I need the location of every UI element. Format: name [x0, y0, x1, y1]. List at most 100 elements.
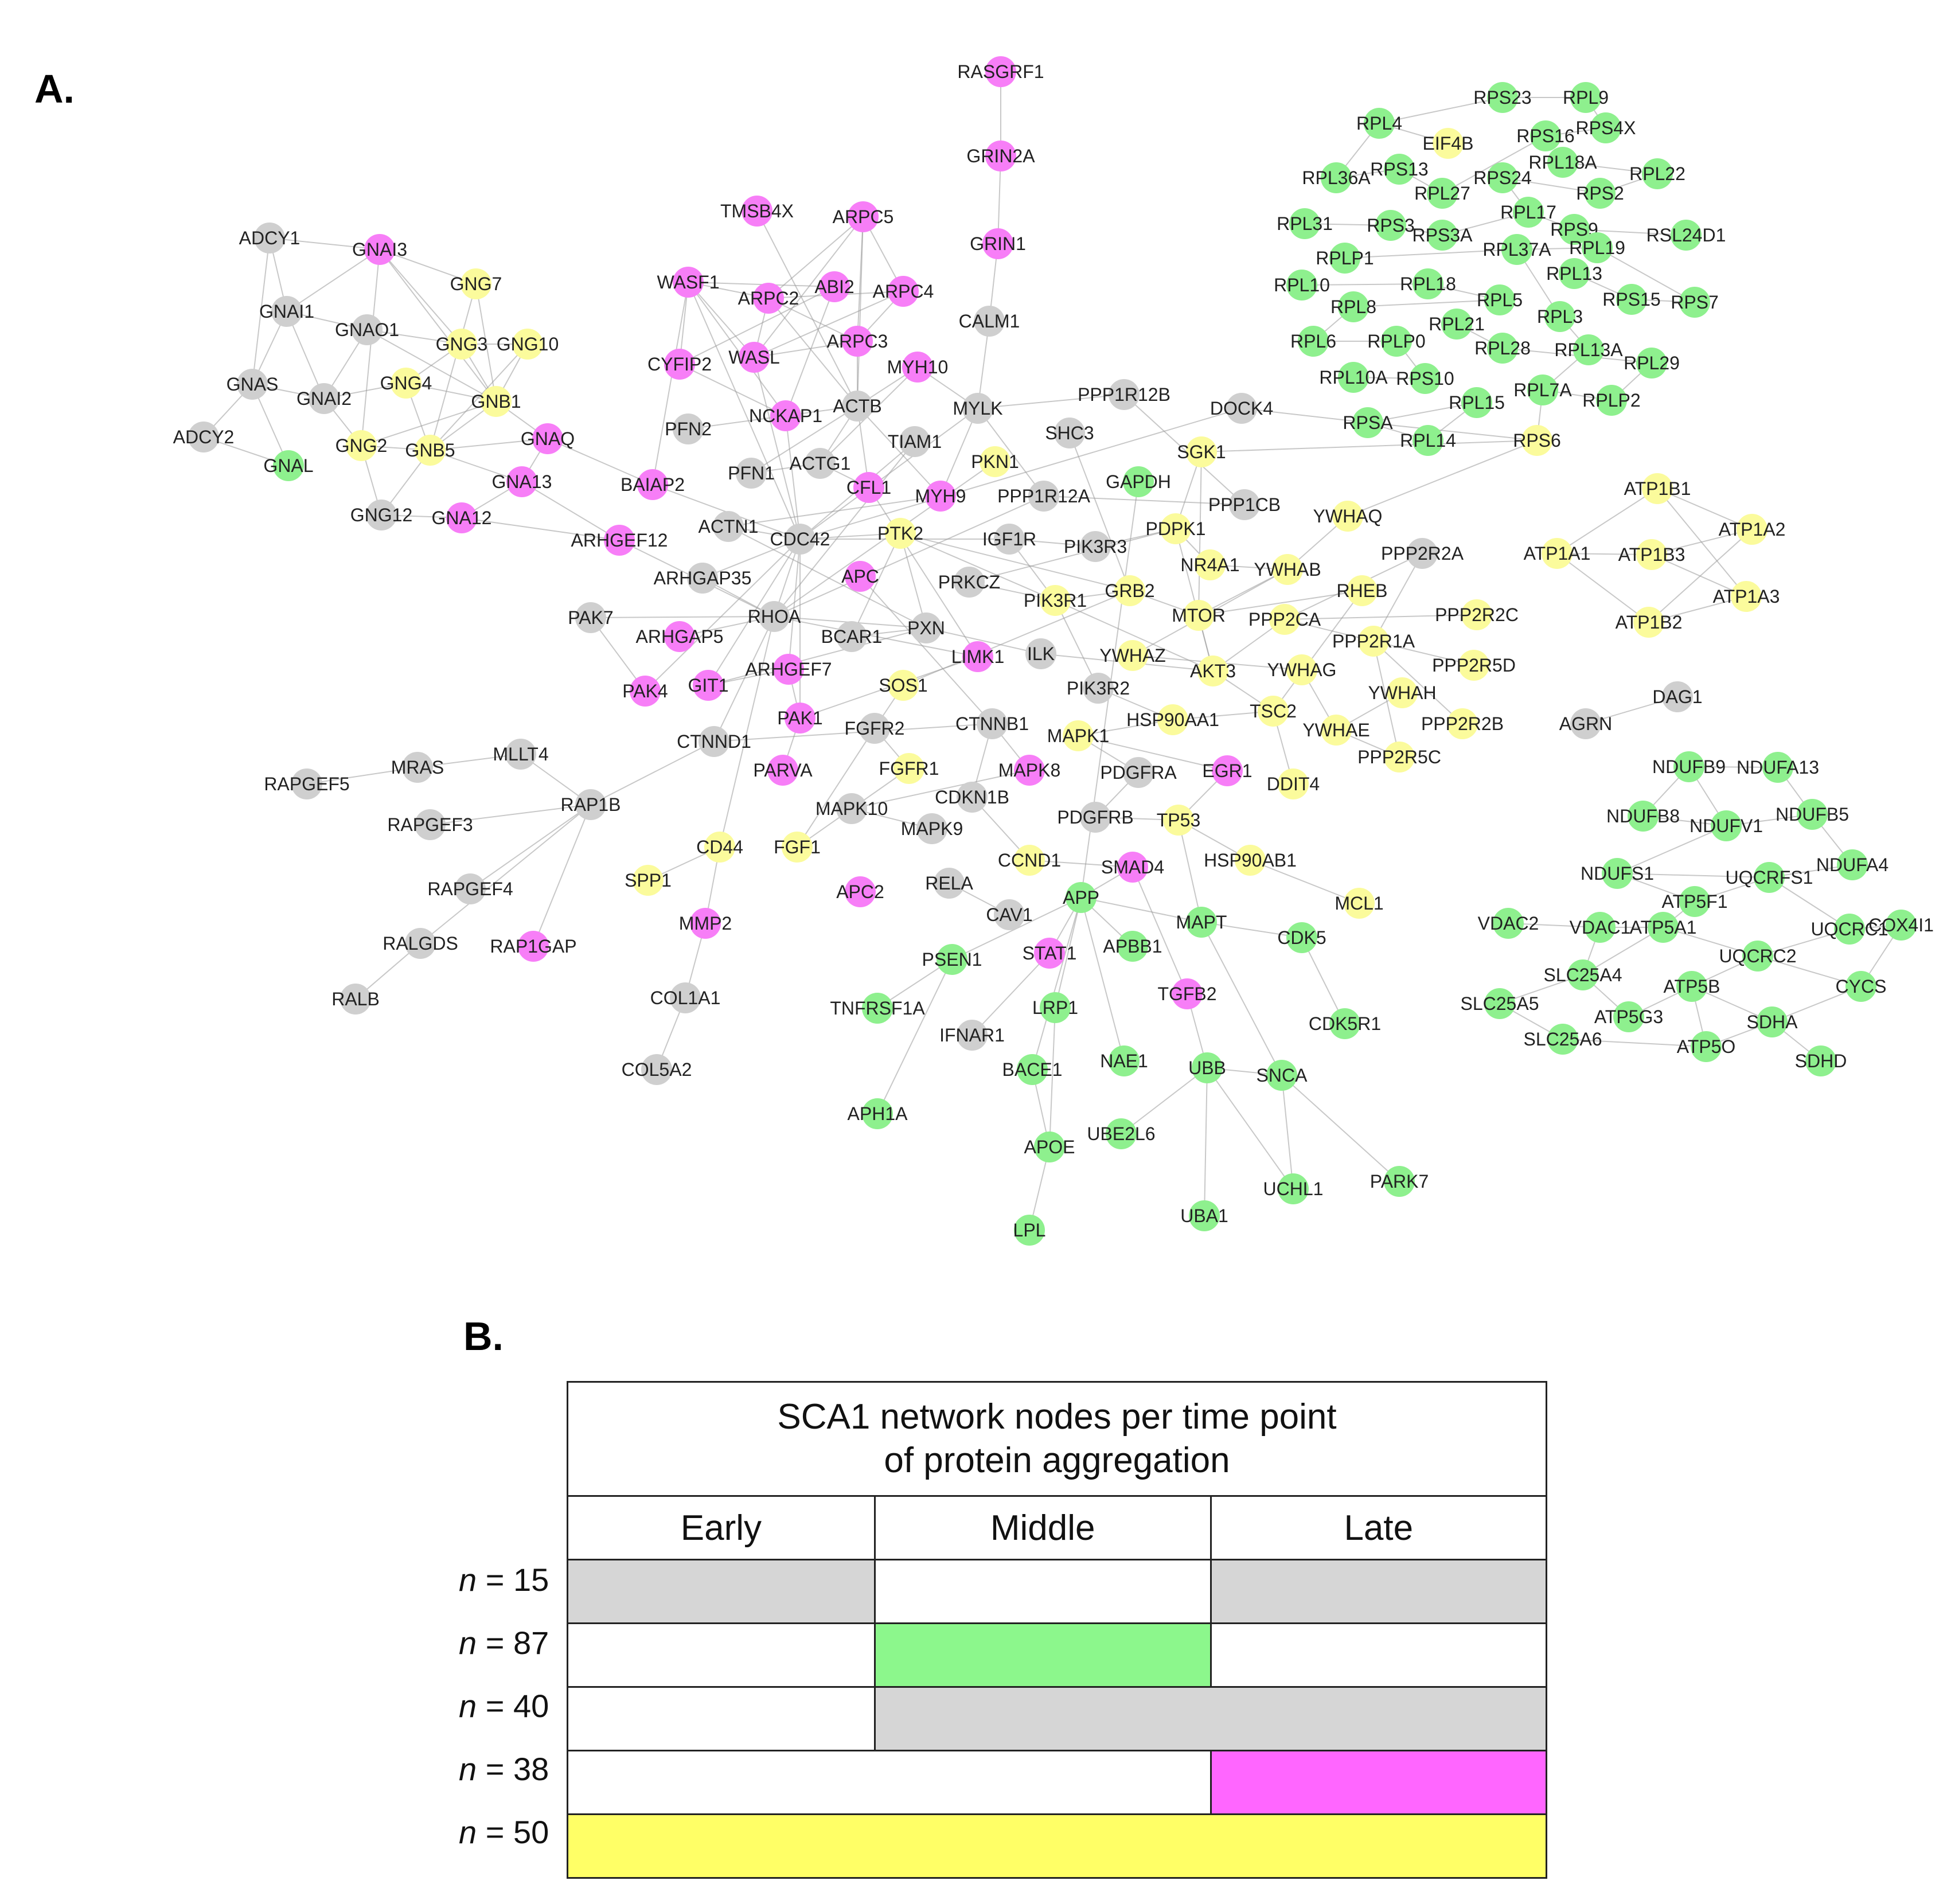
network-node-egr1: EGR1 — [1202, 755, 1253, 786]
node-label: MYLK — [953, 398, 1002, 419]
node-label: GNG12 — [350, 505, 412, 525]
node-label: RALGDS — [383, 933, 458, 954]
node-label: YWHAB — [1254, 559, 1321, 580]
node-label: CDKN1B — [935, 787, 1009, 807]
node-circle — [1080, 531, 1111, 562]
node-circle — [1487, 82, 1518, 113]
network-node-slc25a5: SLC25A5 — [1461, 988, 1539, 1019]
node-label: GNAQ — [521, 428, 575, 449]
node-circle — [899, 426, 930, 457]
network-node-rpl21: RPL21 — [1429, 309, 1485, 340]
network-node-grin1: GRIN1 — [970, 228, 1026, 259]
node-label: GNG3 — [436, 334, 488, 354]
node-circle — [853, 472, 884, 503]
network-node-mmp2: MMP2 — [679, 908, 732, 939]
network-node-gnai2: GNAI2 — [296, 383, 352, 414]
node-circle — [1344, 888, 1375, 919]
network-edge — [774, 495, 1044, 617]
node-label: PAK4 — [622, 681, 668, 701]
node-label: GNG2 — [335, 435, 388, 456]
node-circle — [1347, 575, 1378, 606]
network-node-fgfr1: FGFR1 — [879, 753, 939, 784]
node-circle — [1628, 801, 1659, 832]
node-circle — [1352, 407, 1383, 438]
node-circle — [1278, 768, 1309, 799]
network-node-rpl27: RPL27 — [1414, 178, 1470, 209]
network-node-mapk9: MAPK9 — [901, 813, 963, 844]
network-edge — [361, 401, 497, 446]
network-edge — [286, 249, 380, 312]
network-node-sgk1: SGK1 — [1177, 436, 1226, 467]
network-edge — [1442, 135, 1546, 194]
node-circle — [994, 899, 1025, 930]
network-edge — [969, 528, 1176, 583]
node-label: RPS16 — [1516, 126, 1574, 146]
timepoint-table: SCA1 network nodes per time point of pro… — [567, 1381, 1548, 1879]
node-label: GNB1 — [471, 391, 521, 412]
node-label: RPS23 — [1473, 87, 1531, 108]
network-node-uqcrfs1: UQCRFS1 — [1726, 862, 1813, 893]
node-circle — [785, 703, 816, 733]
node-label: SDHD — [1795, 1051, 1847, 1071]
node-circle — [845, 876, 876, 907]
node-circle — [957, 782, 988, 813]
node-circle — [1487, 333, 1518, 364]
network-node-pdpk1: PDPK1 — [1146, 513, 1205, 544]
row-label-n: n — [459, 1814, 477, 1850]
node-label: MAPK1 — [1047, 725, 1109, 746]
node-circle — [346, 430, 377, 461]
node-label: ARPC2 — [738, 288, 799, 309]
network-node-arhgef7: ARHGEF7 — [745, 654, 832, 685]
network-node-rps3: RPS3 — [1367, 210, 1415, 241]
node-label: SLC25A6 — [1524, 1029, 1602, 1049]
network-edge — [1556, 553, 1649, 623]
network-node-actn1: ACTN1 — [699, 511, 759, 542]
network-node-ywhah: YWHAH — [1368, 677, 1437, 708]
node-circle — [1484, 988, 1515, 1019]
network-node-rpl14: RPL14 — [1400, 425, 1456, 456]
network-node-ppp2r2b: PPP2R2B — [1421, 708, 1504, 739]
node-circle — [1547, 1024, 1578, 1055]
network-edge — [708, 627, 927, 686]
node-label: ACTN1 — [699, 516, 759, 537]
node-circle — [641, 1054, 672, 1085]
node-label: BAIAP2 — [621, 474, 685, 495]
node-circle — [911, 612, 942, 643]
node-circle — [1066, 882, 1097, 913]
node-circle — [1513, 197, 1544, 228]
network-node-ralb: RALB — [331, 984, 380, 1015]
node-circle — [934, 868, 965, 899]
node-label: CTNNB1 — [955, 713, 1029, 734]
network-node-nae1: NAE1 — [1100, 1045, 1148, 1076]
node-circle — [1212, 755, 1243, 786]
network-node-pik3r2: PIK3R2 — [1067, 673, 1130, 704]
network-node-agrn: AGRN — [1559, 708, 1612, 739]
node-label: RPLP1 — [1316, 248, 1374, 268]
network-edge — [1556, 488, 1658, 554]
node-label: NCKAP1 — [749, 405, 822, 426]
node-label: WASF1 — [657, 272, 719, 292]
node-label: UBA1 — [1180, 1205, 1228, 1226]
node-label: SLC25A4 — [1544, 965, 1622, 985]
node-label: CYCS — [1836, 976, 1887, 997]
network-edge — [1207, 1067, 1294, 1189]
network-edge — [719, 616, 775, 848]
node-circle — [1527, 374, 1558, 405]
network-edge — [420, 804, 591, 944]
node-label: PKN1 — [971, 451, 1019, 472]
node-circle — [604, 525, 635, 556]
node-circle — [1014, 845, 1045, 876]
network-edge — [1651, 554, 1747, 597]
node-label: LIMK1 — [951, 646, 1004, 667]
node-circle — [1028, 481, 1059, 512]
node-circle — [664, 621, 695, 652]
node-label: NDUFB5 — [1776, 804, 1849, 825]
network-node-app: APP — [1063, 882, 1099, 913]
node-circle — [974, 306, 1005, 337]
network-edge — [713, 723, 993, 742]
node-circle — [1117, 852, 1148, 883]
network-node-rheb: RHEB — [1337, 575, 1387, 606]
network-node-rhoa: RHOA — [748, 601, 801, 632]
network-node-ppp2ca: PPP2CA — [1248, 604, 1321, 635]
node-circle — [1679, 886, 1710, 917]
